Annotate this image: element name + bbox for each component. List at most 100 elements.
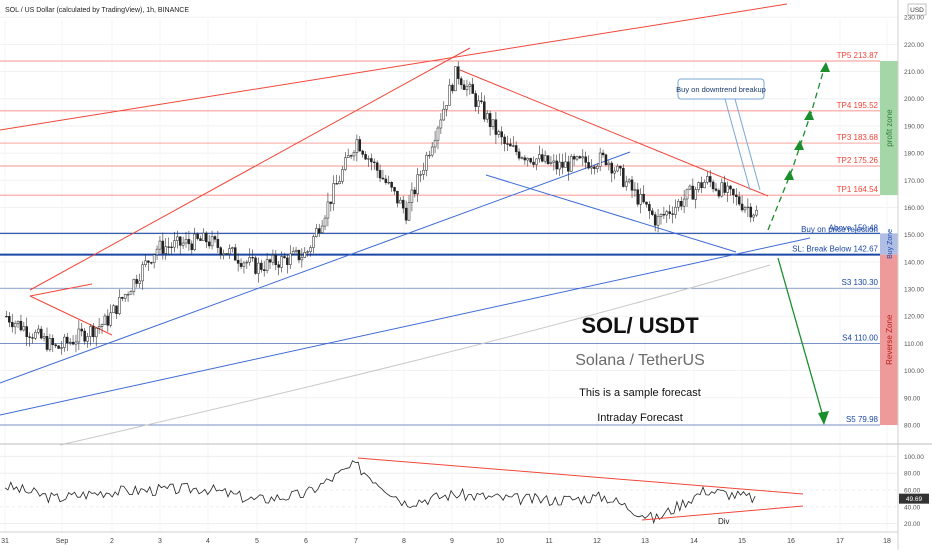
candle-body (216, 239, 220, 248)
candle-body (743, 207, 747, 211)
candle-body (289, 253, 292, 265)
time-axis: 31 Sep 2 3 4 5 6 7 8 9 10 11 12 13 14 15 16 17 18 (1, 538, 891, 545)
candle-body (607, 162, 611, 166)
price-tick-label: 110.00 (904, 341, 924, 348)
candle-body (503, 136, 506, 144)
candle-body (83, 330, 86, 342)
candle-body (161, 240, 165, 254)
candle-body (375, 162, 379, 171)
candle-body (685, 188, 689, 200)
candle-body (13, 323, 17, 328)
candle-body (176, 236, 179, 241)
candle-body (283, 256, 286, 259)
price-tick-label: 100.00 (904, 368, 924, 375)
candle-body (404, 207, 408, 221)
candle-body (68, 341, 72, 344)
candle-body (653, 214, 657, 226)
candle-body (100, 324, 104, 327)
candle-body (361, 150, 364, 155)
candle-body (242, 262, 246, 267)
rsi-pane: 20.00 40.00 60.00 80.00 100.00 49.69 (0, 454, 929, 528)
candle-body (465, 86, 469, 90)
rsi-upper-trend (357, 457, 804, 495)
candle-body (309, 247, 312, 252)
price-tick-label: 160.00 (904, 205, 924, 212)
candle-body (593, 166, 596, 169)
candle-body (526, 158, 530, 161)
candle-body (239, 263, 243, 267)
trend-lines (0, 3, 811, 446)
candle-body (616, 165, 619, 172)
bullish-arrow-head-4 (804, 110, 814, 120)
candle-body (233, 247, 237, 261)
candle-body (442, 108, 446, 121)
candle-body (300, 257, 304, 261)
candle-body (445, 105, 448, 110)
candle-body (497, 131, 501, 135)
candle-body (703, 181, 706, 189)
candle-body (364, 154, 367, 160)
candle-body (639, 193, 642, 205)
candle-body (228, 248, 231, 255)
candle-body (19, 320, 23, 331)
candle-body (439, 119, 443, 129)
level-label: Above 150.48 (829, 223, 879, 232)
candle-body (344, 157, 347, 170)
candle-body (25, 326, 28, 338)
candle-body (619, 165, 622, 169)
rsi-current-value: 49.69 (906, 496, 923, 503)
bullish-arrow-head-2 (784, 170, 794, 180)
downtrend-breakup-text: Buy on downtrend breakup (676, 85, 766, 94)
candle-body (523, 157, 527, 161)
candle-body (532, 161, 535, 165)
candle-body (624, 181, 628, 187)
candle-body (48, 338, 52, 350)
candle-body (164, 246, 168, 254)
candle-body (265, 259, 269, 271)
candle-body (642, 193, 645, 203)
candle-body (488, 113, 492, 127)
candle-body (656, 216, 660, 226)
candle-body (723, 182, 726, 193)
candle-body (16, 320, 20, 324)
candle-body (254, 257, 257, 274)
candle-body (219, 247, 223, 255)
candle-body (714, 188, 718, 191)
candle-body (184, 239, 188, 244)
candle-body (552, 160, 556, 163)
candle-body (569, 156, 573, 172)
candle-body (755, 210, 758, 216)
candle-body (167, 246, 170, 248)
candle-body (236, 259, 240, 264)
candle-body (190, 243, 194, 251)
time-tick-label: 11 (545, 538, 552, 545)
price-tick-label: 200.00 (904, 96, 924, 103)
candle-body (720, 182, 724, 197)
level-label: SL: Break Below 142.67 (792, 245, 878, 254)
candle-body (103, 315, 107, 325)
candle-body (561, 161, 564, 168)
candle-body (274, 255, 278, 265)
bullish-forecast-path (767, 61, 827, 231)
candle-body (317, 228, 321, 233)
candle-body (430, 146, 434, 156)
candle-body (199, 238, 202, 241)
candle-body (141, 264, 144, 282)
rsi-lower-trend (641, 505, 804, 521)
candle-body (178, 236, 182, 246)
time-tick-label: 12 (593, 538, 601, 545)
candle-body (335, 183, 338, 185)
price-tick-label: 150.00 (904, 232, 924, 239)
candle-body (506, 143, 509, 145)
candle-body (37, 328, 40, 333)
time-tick-label: 16 (787, 538, 795, 545)
candle-body (674, 206, 677, 215)
buy-zone-band (880, 233, 898, 255)
forecast-arrows (767, 61, 830, 425)
candle-body (94, 327, 98, 338)
candle-body (320, 225, 324, 233)
candle-body (668, 211, 671, 214)
bearish-forecast-line (777, 257, 825, 421)
candle-body (147, 260, 150, 263)
candle-body (448, 84, 451, 106)
